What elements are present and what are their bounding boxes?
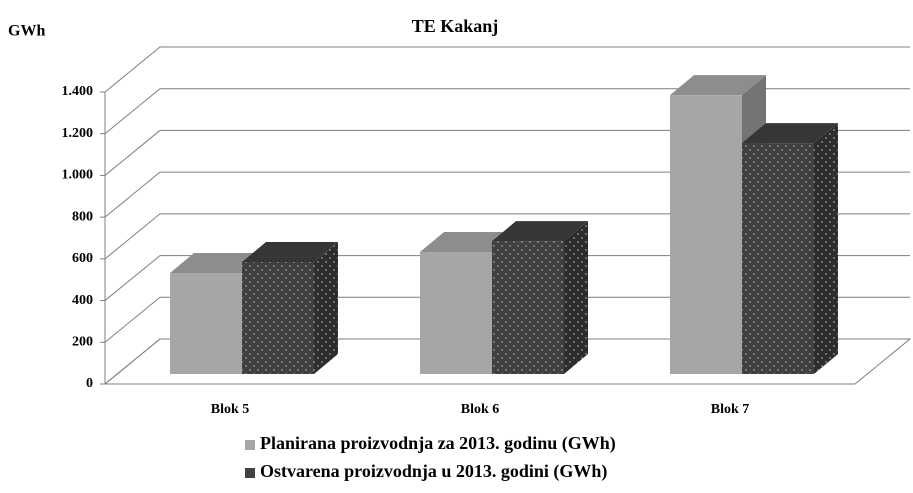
- bar-front: [670, 95, 742, 374]
- bar-top: [242, 241, 338, 262]
- x-tick-label: Blok 5: [211, 402, 250, 417]
- bar: [242, 241, 338, 374]
- bar-side-dots: [314, 241, 338, 374]
- bar-side-dots: [814, 123, 838, 375]
- grid-line: [104, 213, 910, 260]
- x-tick-label: Blok 6: [461, 402, 500, 417]
- y-tick-label: 0: [86, 376, 93, 391]
- y-tick-label: 1.000: [62, 168, 94, 183]
- x-tick-label: Blok 7: [711, 402, 750, 417]
- bar-side-dots: [564, 221, 588, 374]
- y-tick-label: 400: [72, 293, 93, 308]
- bar-front: [170, 273, 242, 374]
- bar-top: [492, 221, 588, 242]
- bar-front: [420, 251, 492, 374]
- legend-label: Planirana proizvodnja za 2013. godinu (G…: [260, 433, 616, 454]
- y-tick-label: 200: [72, 335, 93, 350]
- grid-line: [104, 129, 910, 176]
- y-tick-label: 1.400: [62, 84, 94, 99]
- y-tick-label: 1.200: [62, 126, 94, 141]
- chart-title: TE Kakanj: [412, 16, 499, 36]
- grid-line: [104, 46, 910, 93]
- grid-line: [104, 296, 910, 343]
- grid-line: [104, 338, 910, 385]
- grid-line: [104, 171, 910, 218]
- y-tick-label: 800: [72, 209, 93, 224]
- legend-swatch: [245, 468, 255, 478]
- legend-label: Ostvarena proizvodnja u 2013. godini (GW…: [260, 461, 607, 482]
- y-axis-label: GWh: [8, 23, 45, 40]
- bar-top: [670, 75, 766, 96]
- bar-dots: [492, 241, 564, 374]
- bar: [742, 123, 838, 375]
- bar-dots: [242, 261, 314, 374]
- bar-top: [742, 123, 838, 144]
- grid-line: [104, 88, 910, 135]
- bar-dots: [742, 143, 814, 374]
- bar: [492, 221, 588, 374]
- y-tick-label: 600: [72, 251, 93, 266]
- legend-swatch: [245, 440, 255, 450]
- grid-line: [104, 255, 910, 301]
